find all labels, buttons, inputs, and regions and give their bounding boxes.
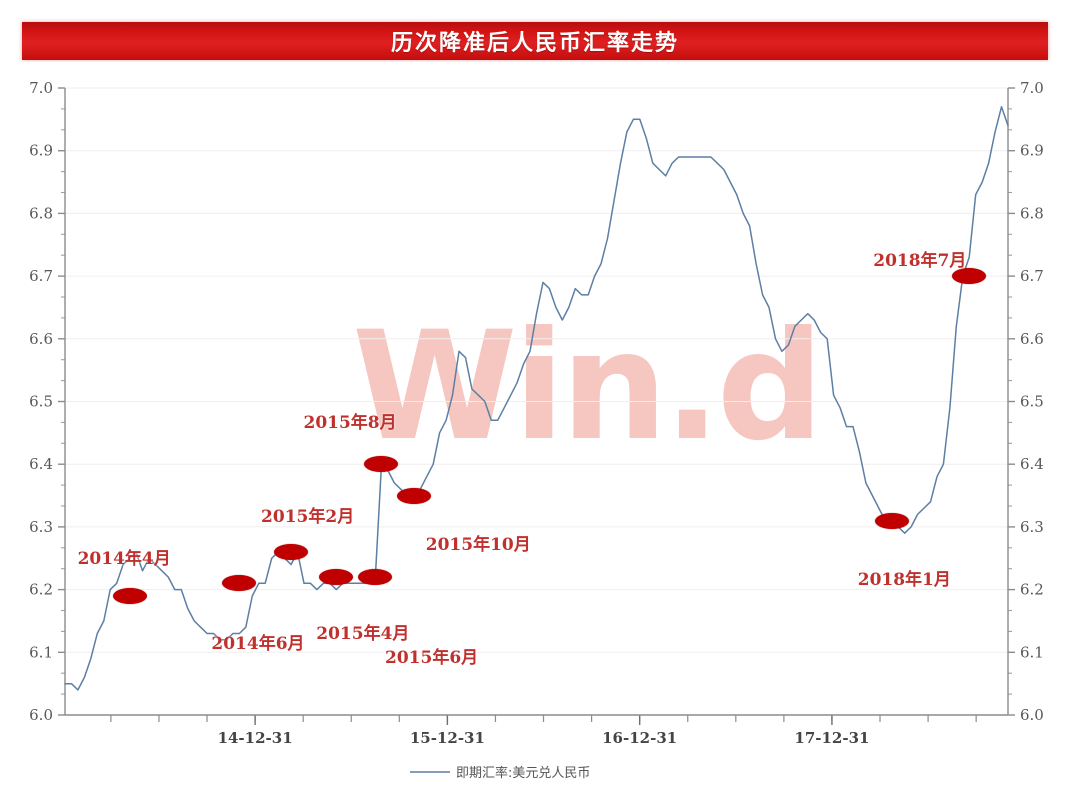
y-axis-left-ticks: 7.0 6.9 6.8 6.7 6.6 6.5 6.4 6.3 6.2 6.1 6.0 xyxy=(29,79,65,724)
y-tick-label-left: 6.9 xyxy=(29,142,53,160)
exchange-rate-line xyxy=(64,106,1009,691)
y-tick-label-left: 6.5 xyxy=(29,393,53,411)
rate-cut-annotation-label: 2018年7月 xyxy=(873,251,967,272)
y-tick-label-left: 6.3 xyxy=(29,518,53,536)
rate-cut-annotation-label: 2015年10月 xyxy=(425,534,531,555)
x-tick-label: 16-12-31 xyxy=(602,729,677,747)
y-tick-label-right: 6.7 xyxy=(1020,267,1044,285)
y-tick-label-left: 6.7 xyxy=(29,267,53,285)
rate-cut-marker[interactable] xyxy=(319,569,354,586)
rate-cut-marker[interactable] xyxy=(358,569,393,586)
y-tick-label-right: 6.5 xyxy=(1020,393,1044,411)
line-chart-svg: 7.0 6.9 6.8 6.7 6.6 6.5 6.4 6.3 6.2 6.1 6.0 7.0 6.9… xyxy=(29,79,1044,781)
rate-cut-annotation-label: 2015年8月 xyxy=(303,413,397,434)
rate-cut-annotation-label: 2014年4月 xyxy=(77,548,171,569)
x-tick-label: 15-12-31 xyxy=(410,729,485,747)
y-tick-label-left: 6.6 xyxy=(29,330,53,348)
rate-cut-marker[interactable] xyxy=(222,575,257,592)
x-tick-label: 17-12-31 xyxy=(794,729,869,747)
rate-cut-marker[interactable] xyxy=(874,512,909,529)
y-tick-label-right: 6.6 xyxy=(1020,330,1044,348)
y-tick-label-left: 6.4 xyxy=(29,455,53,473)
y-tick-label-left: 6.8 xyxy=(29,204,53,222)
rate-cut-annotation-label: 2015年6月 xyxy=(385,648,479,669)
y-tick-label-right: 6.0 xyxy=(1020,706,1044,724)
y-tick-label-right: 6.4 xyxy=(1020,455,1044,473)
x-tick-label: 14-12-31 xyxy=(218,729,293,747)
rate-cut-annotation-label: 2014年6月 xyxy=(211,634,305,655)
y-tick-label-right: 7.0 xyxy=(1020,79,1044,97)
rate-cut-marker[interactable] xyxy=(274,543,309,560)
rate-cut-annotation-label: 2015年2月 xyxy=(261,506,355,527)
chart-title-banner: 历次降准后人民币汇率走势 xyxy=(22,22,1048,60)
y-tick-label-right: 6.8 xyxy=(1020,204,1044,222)
y-tick-label-right: 6.9 xyxy=(1020,142,1044,160)
rate-cut-annotation-label: 2015年4月 xyxy=(316,624,410,645)
legend-label: 即期汇率:美元兑人民币 xyxy=(456,765,590,781)
rate-cut-marker[interactable] xyxy=(952,268,987,285)
rate-cut-marker[interactable] xyxy=(396,487,431,504)
y-tick-label-right: 6.1 xyxy=(1020,643,1044,661)
y-tick-label-right: 6.2 xyxy=(1020,581,1044,599)
y-tick-label-left: 7.0 xyxy=(29,79,53,97)
page-title: 历次降准后人民币汇率走势 xyxy=(390,30,679,56)
rate-cut-marker[interactable] xyxy=(364,456,399,473)
x-axis-ticks: 14-12-31 15-12-31 16-12-31 17-12-31 xyxy=(110,715,977,747)
y-tick-label-left: 6.0 xyxy=(29,706,53,724)
rate-cut-marker[interactable] xyxy=(112,587,147,604)
chart-plot-region: Win.d 7.0 6.9 6.8 6.7 6.6 6.5 6.4 6.3 6.2 6.1 6.0 … xyxy=(0,62,1070,790)
gridlines xyxy=(65,87,1008,653)
y-tick-label-right: 6.3 xyxy=(1020,518,1044,536)
y-tick-label-left: 6.2 xyxy=(29,581,53,599)
y-axis-right-ticks: 7.0 6.9 6.8 6.7 6.6 6.5 6.4 6.3 6.2 6.1 6.0 xyxy=(1008,79,1044,724)
chart-legend: 即期汇率:美元兑人民币 xyxy=(410,765,590,781)
rate-cut-annotation-label: 2018年1月 xyxy=(857,569,951,590)
y-tick-label-left: 6.1 xyxy=(29,643,53,661)
